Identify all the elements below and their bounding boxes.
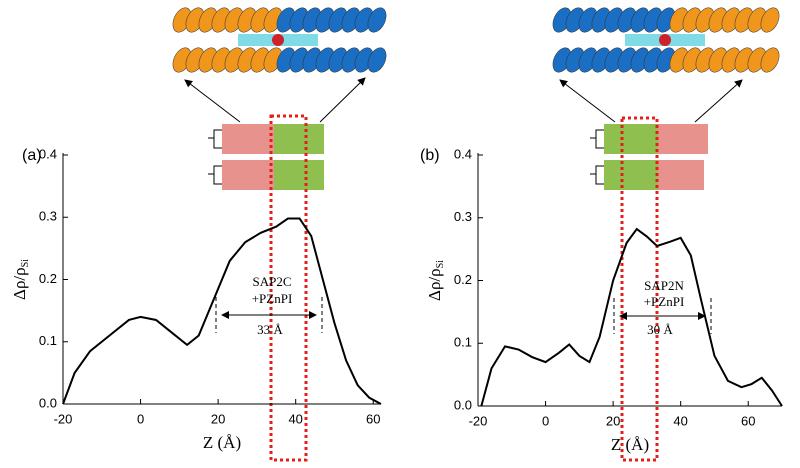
arrow	[319, 77, 366, 123]
annotation: SAP2C	[252, 274, 291, 289]
y-tick-label: 0.4	[454, 146, 472, 161]
y-tick-label: 0.2	[39, 271, 57, 286]
arrow	[694, 79, 743, 123]
y-label-sub: Si	[20, 259, 31, 268]
x-axis-label: Z (Å)	[611, 435, 649, 454]
annotation: +PZnPI	[252, 291, 293, 306]
y-tick-label: 0.2	[454, 272, 472, 287]
cylinders	[208, 124, 708, 190]
x-tick-label: 20	[211, 411, 225, 426]
x-tick-label: 40	[288, 411, 302, 426]
y-label-main: Δρ/ρ	[425, 268, 444, 301]
x-tick-label: 60	[741, 413, 755, 428]
x-axis-label: Z (Å)	[203, 433, 241, 452]
cofactor-center	[659, 34, 671, 46]
panel-label: (a)	[22, 147, 42, 164]
x-tick-label: -20	[54, 411, 73, 426]
x-tick-label: 0	[542, 413, 549, 428]
y-tick-label: 0.4	[39, 146, 57, 161]
y-axis-label: Δρ/ρSi	[425, 260, 446, 301]
helix-turn	[367, 7, 387, 33]
x-tick-label: 60	[366, 411, 380, 426]
y-tick-label: 0.0	[454, 397, 472, 412]
annotation: 33 Å	[257, 322, 283, 337]
arrow	[184, 79, 241, 123]
x-tick-label: 0	[137, 411, 144, 426]
cofactor-center	[272, 34, 284, 46]
illustrations	[172, 7, 780, 462]
curve	[480, 227, 783, 407]
y-label-main: Δρ/ρ	[10, 267, 29, 300]
helix-turn	[367, 47, 387, 73]
y-tick-label: 0.0	[39, 395, 57, 410]
y-tick-label: 0.3	[39, 209, 57, 224]
x-tick-label: 20	[606, 413, 620, 428]
annotation: 30 Å	[647, 322, 673, 337]
highlight-box	[269, 114, 308, 462]
annotation: SAP2N	[644, 278, 684, 293]
helix-turn	[760, 7, 780, 33]
x-tick-label: 40	[673, 413, 687, 428]
x-tick-label: -20	[469, 413, 488, 428]
highlight-box	[620, 116, 659, 462]
panel-label: (b)	[420, 147, 440, 164]
curve	[62, 217, 382, 405]
y-tick-label: 0.3	[454, 209, 472, 224]
arrow	[559, 79, 616, 123]
helix-turn	[760, 47, 780, 73]
y-tick-label: 0.1	[454, 335, 472, 350]
y-axis-label: Δρ/ρSi	[10, 259, 31, 300]
annotation: +PZnPI	[644, 294, 685, 309]
y-label-sub: Si	[435, 260, 446, 269]
y-tick-label: 0.1	[39, 333, 57, 348]
